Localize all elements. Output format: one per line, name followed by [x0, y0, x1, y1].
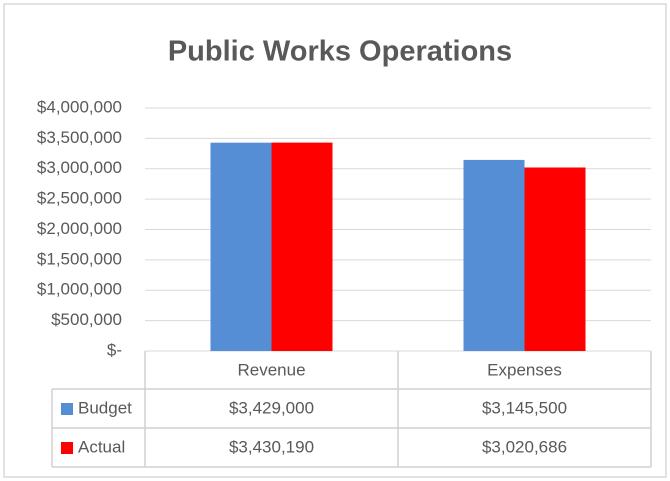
- x-tick-label: Expenses: [487, 360, 562, 379]
- table-value: $3,429,000: [229, 398, 314, 417]
- y-tick-label: $4,000,000: [37, 97, 122, 116]
- bar: [210, 142, 272, 351]
- legend-label: Actual: [78, 437, 125, 456]
- y-tick-label: $-: [107, 340, 122, 359]
- y-tick-label: $3,000,000: [37, 158, 122, 177]
- y-tick-label: $500,000: [51, 310, 122, 329]
- x-tick-label: Revenue: [237, 360, 305, 379]
- table-value: $3,430,190: [229, 437, 314, 456]
- table-value: $3,020,686: [482, 437, 567, 456]
- legend-label: Budget: [78, 398, 132, 417]
- y-tick-label: $2,000,000: [37, 219, 122, 238]
- y-tick-label: $3,500,000: [37, 128, 122, 147]
- legend-swatch: [61, 442, 73, 454]
- chart-title: Public Works Operations: [168, 36, 512, 68]
- legend-swatch: [61, 403, 73, 415]
- table-value: $3,145,500: [482, 398, 567, 417]
- y-tick-label: $2,500,000: [37, 189, 122, 208]
- bar: [524, 167, 586, 351]
- bar: [463, 159, 525, 351]
- data-table-lines: [51, 351, 652, 468]
- y-tick-label: $1,000,000: [37, 280, 122, 299]
- bar: [271, 142, 333, 351]
- y-tick-label: $1,500,000: [37, 249, 122, 268]
